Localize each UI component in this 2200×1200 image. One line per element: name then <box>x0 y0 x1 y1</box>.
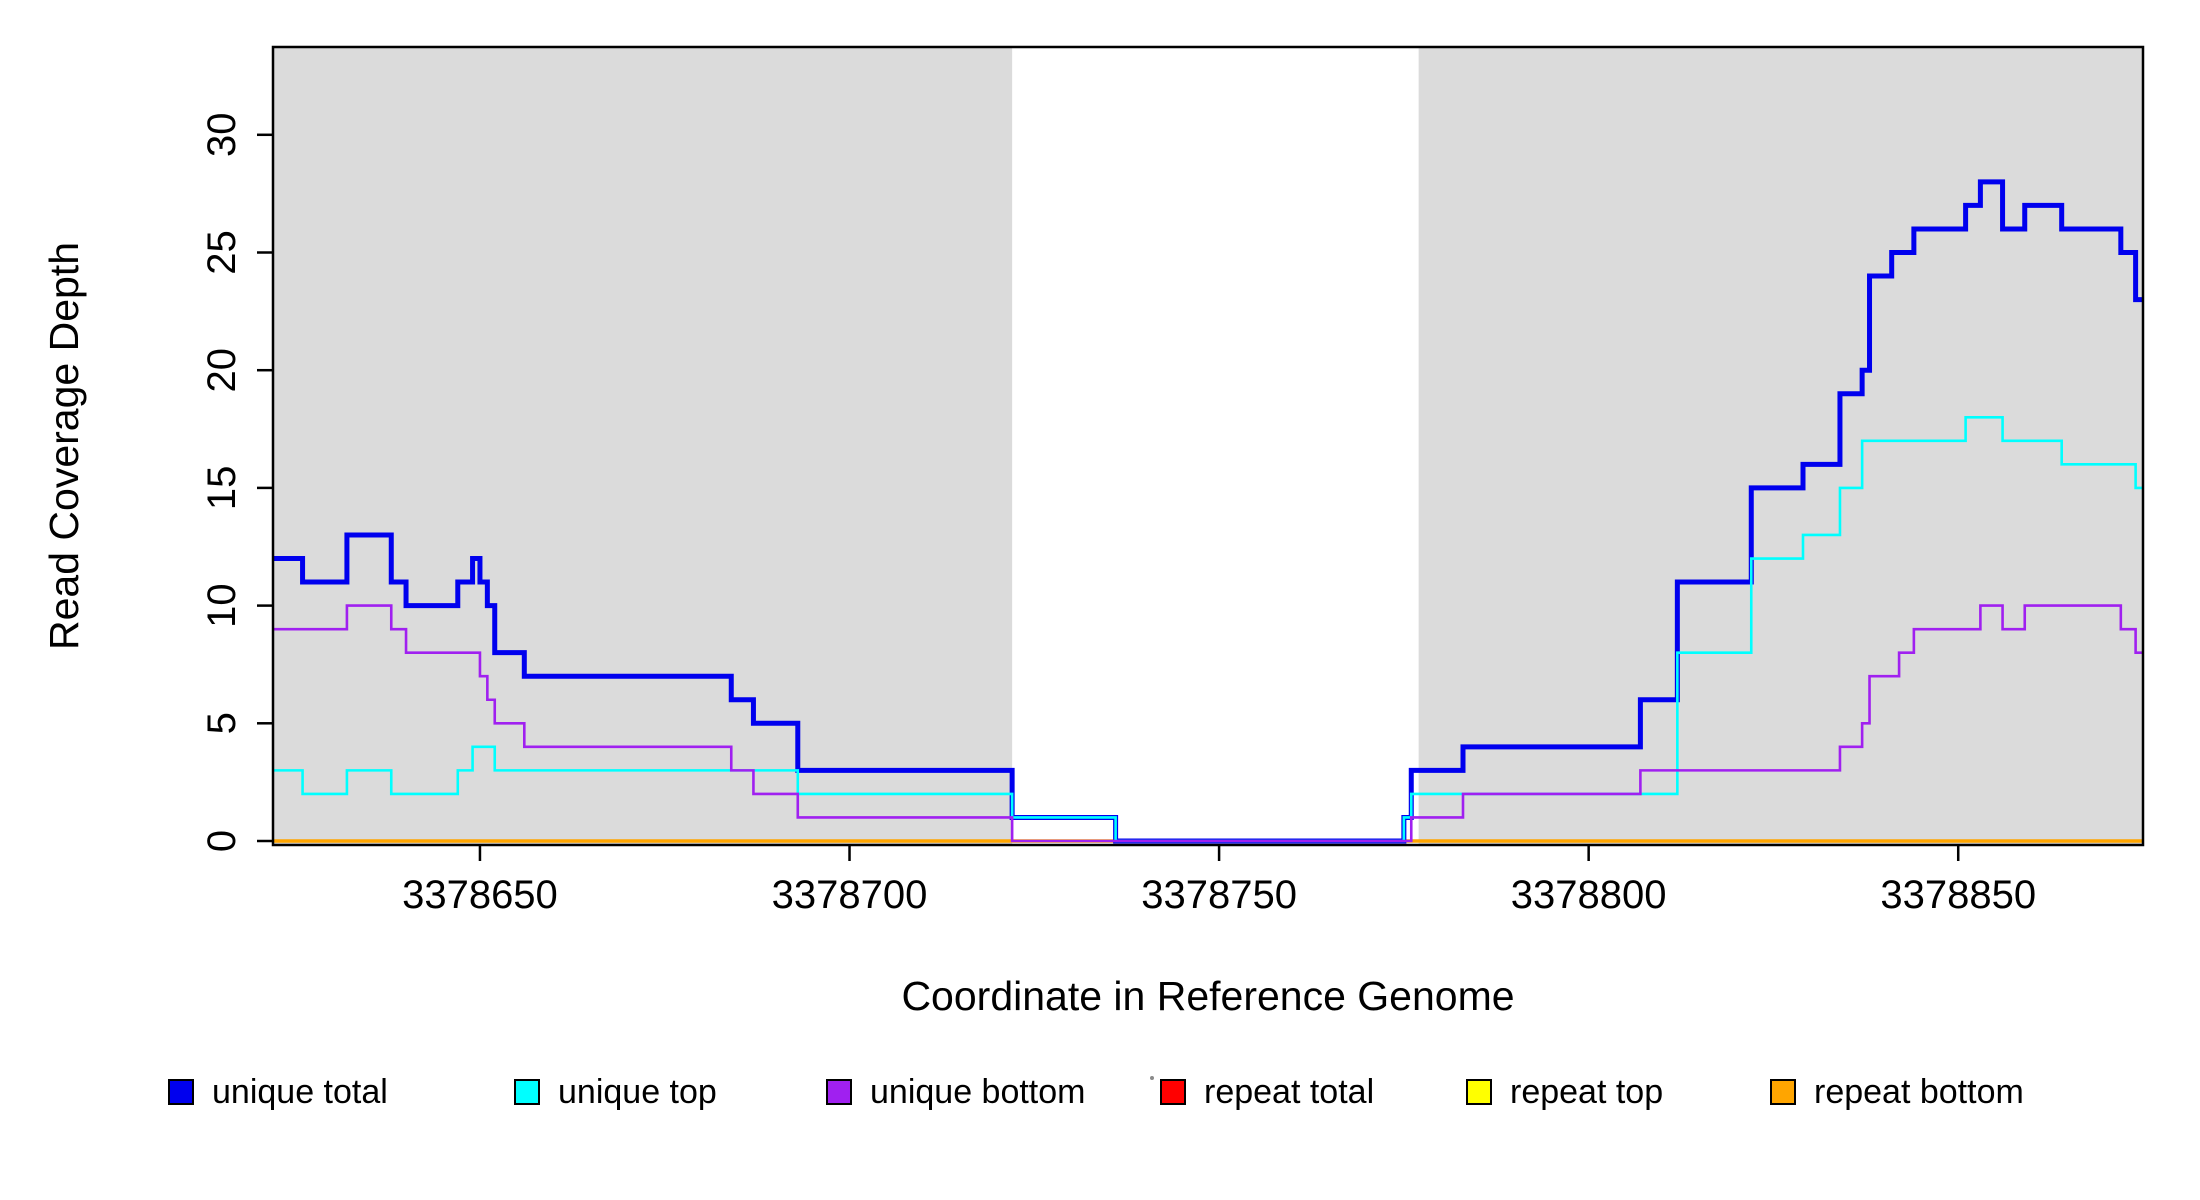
y-tick-label: 15 <box>200 466 244 511</box>
y-axis-title: Read Coverage Depth <box>41 242 87 650</box>
stray-mark <box>1150 1076 1154 1080</box>
y-tick-label: 30 <box>200 113 244 158</box>
x-axis-title: Coordinate in Reference Genome <box>901 973 1514 1019</box>
legend-label: unique top <box>558 1072 717 1111</box>
legend-swatch <box>514 1079 540 1105</box>
legend-swatch <box>1770 1079 1796 1105</box>
legend-label: repeat total <box>1204 1072 1375 1111</box>
x-axis-ticks: 3378650 3378700 3378750 3378800 3378850 <box>402 845 2036 917</box>
legend-label: unique bottom <box>870 1072 1086 1111</box>
series-line-unique-total <box>273 179 2143 844</box>
series-line-unique-top <box>273 415 2143 843</box>
legend-label: unique total <box>212 1072 388 1111</box>
y-tick-label: 20 <box>200 348 244 393</box>
x-tick-label: 3378850 <box>1880 873 2036 917</box>
legend-swatch <box>168 1079 194 1105</box>
legend-label: repeat bottom <box>1814 1072 2024 1111</box>
shaded-region <box>273 47 1013 845</box>
plot-canvas: 3378650 3378700 3378750 3378800 3378850 0 5 10… <box>41 45 2145 1019</box>
x-tick-label: 3378700 <box>772 873 928 917</box>
x-tick-label: 3378800 <box>1511 873 1667 917</box>
y-tick-label: 10 <box>200 583 244 628</box>
plot-border <box>271 45 2145 847</box>
y-tick-label: 25 <box>200 230 244 275</box>
legend-swatch <box>1466 1079 1492 1105</box>
legend-swatch <box>1160 1079 1186 1105</box>
legend-swatch <box>826 1079 852 1105</box>
series-line-unique-bottom <box>273 604 2143 843</box>
legend-item-unique-top: unique top <box>514 1073 717 1111</box>
series-line-group <box>273 179 2143 844</box>
x-tick-label: 3378750 <box>1141 873 1297 917</box>
x-tick-label: 3378650 <box>402 873 558 917</box>
y-axis-ticks: 0 5 10 15 20 25 30 <box>200 113 273 852</box>
legend-item-unique-bottom: unique bottom <box>826 1073 1086 1111</box>
y-tick-label: 0 <box>200 830 244 852</box>
y-tick-label: 5 <box>200 712 244 734</box>
legend-item-repeat-total: repeat total <box>1160 1073 1374 1111</box>
legend-item-repeat-top: repeat top <box>1466 1073 1663 1111</box>
shaded-region-group <box>273 47 2143 845</box>
shaded-region <box>1418 47 2143 845</box>
legend-item-unique-total: unique total <box>168 1073 388 1111</box>
legend-label: repeat top <box>1510 1072 1664 1111</box>
legend-item-repeat-bottom: repeat bottom <box>1770 1073 2024 1111</box>
